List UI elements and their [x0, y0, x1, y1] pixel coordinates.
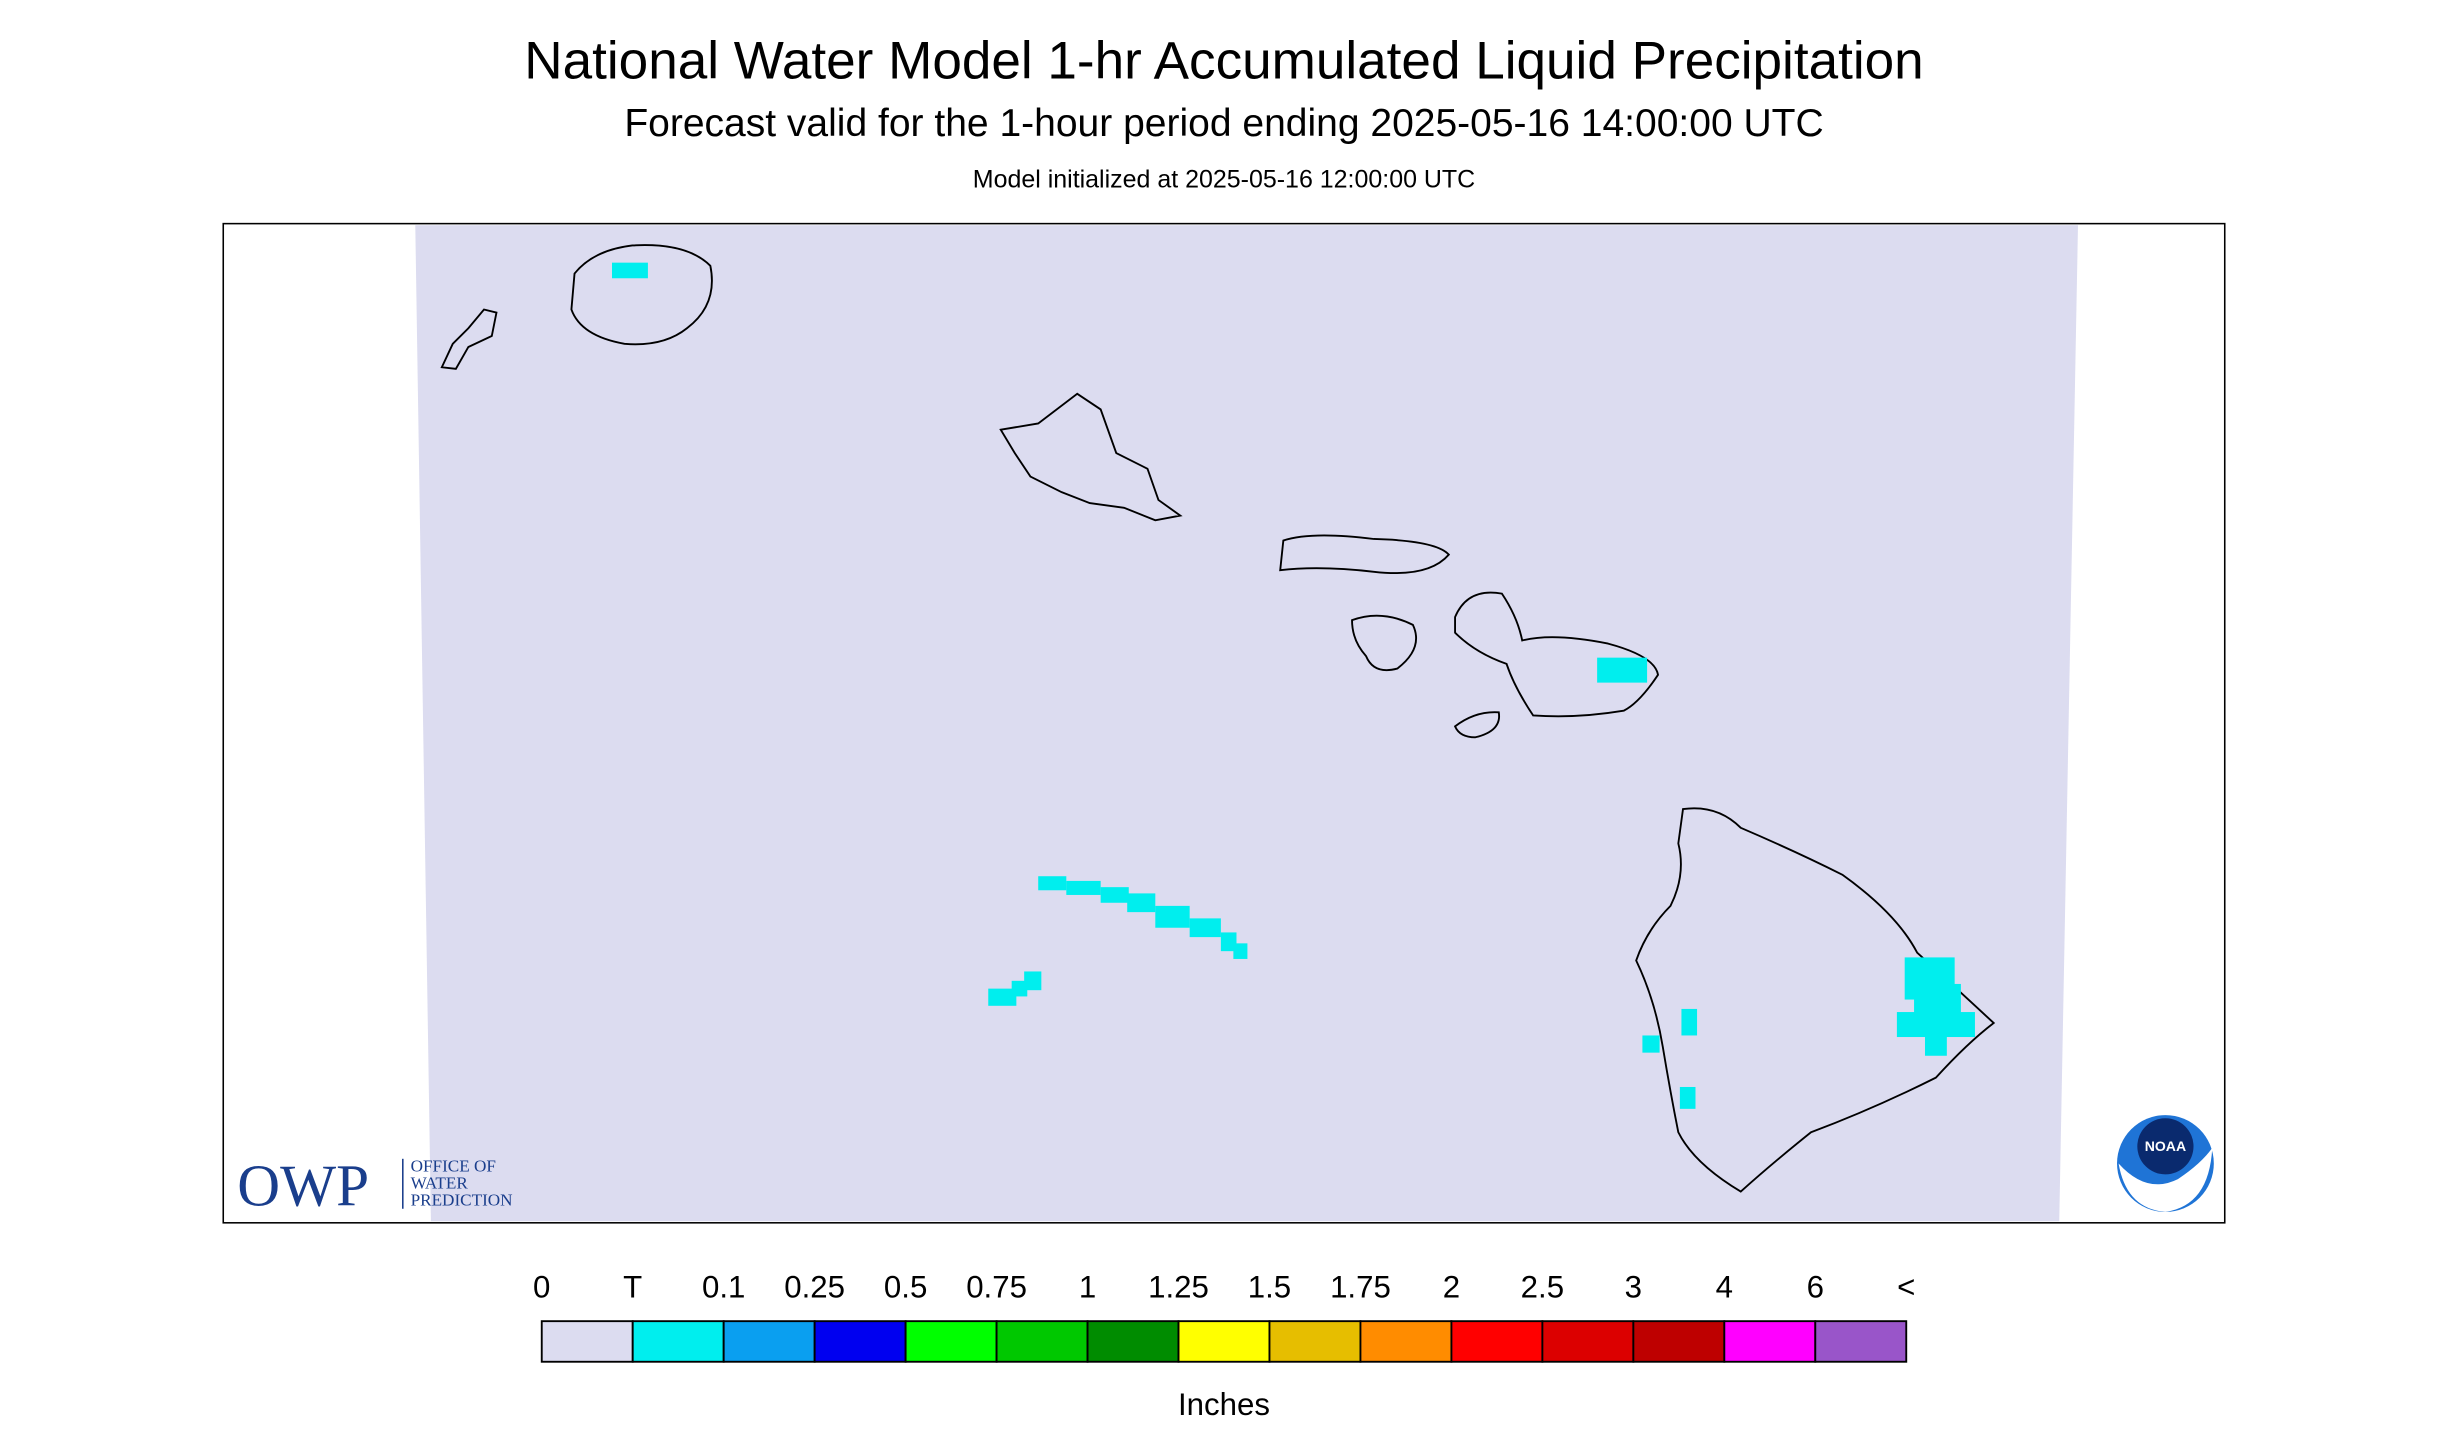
subtitle: Forecast valid for the 1-hour period end… [624, 102, 1823, 145]
legend-swatch [1268, 1320, 1362, 1363]
legend-swatch [1086, 1320, 1180, 1363]
legend-swatch [722, 1320, 816, 1363]
legend-label: 1.25 [1148, 1270, 1209, 1305]
legend-label: 1.5 [1248, 1270, 1291, 1305]
legend-label: 0 [533, 1270, 550, 1305]
precip-patches [612, 262, 1975, 1109]
legend-swatch [904, 1320, 998, 1363]
legend-label: 0.5 [884, 1270, 927, 1305]
owp-line: PREDICTION [411, 1191, 513, 1210]
owp-line: WATER [411, 1173, 469, 1192]
legend-swatch [1359, 1320, 1453, 1363]
legend-label: 2.5 [1521, 1270, 1564, 1305]
legend-label: 2 [1443, 1270, 1460, 1305]
legend-swatch [1177, 1320, 1271, 1363]
legend-swatch [1632, 1320, 1726, 1363]
legend-swatch [1450, 1320, 1544, 1363]
legend-label: < [1897, 1270, 1915, 1305]
legend-label: T [623, 1270, 642, 1305]
legend-swatch [995, 1320, 1089, 1363]
legend-unit: Inches [1178, 1387, 1270, 1422]
legend-swatch [540, 1320, 634, 1363]
legend-swatch [813, 1320, 907, 1363]
noaa-logo: NOAA [2117, 1115, 2214, 1212]
legend-label: 4 [1716, 1270, 1733, 1305]
legend: 0 T 0.1 0.25 0.5 0.75 1 1.25 1.5 1.75 2 2.5 3 4 6 < [533, 1270, 1915, 1363]
legend-swatch [631, 1320, 725, 1363]
legend-swatch [1541, 1320, 1635, 1363]
legend-label: 0.25 [784, 1270, 845, 1305]
legend-swatch [1723, 1320, 1817, 1363]
title: National Water Model 1-hr Accumulated Li… [524, 31, 1923, 90]
legend-label: 6 [1807, 1270, 1824, 1305]
init-time: Model initialized at 2025-05-16 12:00:00… [973, 166, 1475, 194]
legend-swatch [1814, 1320, 1908, 1363]
legend-label: 0.1 [702, 1270, 745, 1305]
owp-logo: OWP OFFICE OF WATER PREDICTION [237, 1153, 512, 1219]
legend-label: 1 [1079, 1270, 1096, 1305]
legend-label: 1.75 [1330, 1270, 1391, 1305]
legend-label: 3 [1625, 1270, 1642, 1305]
map [222, 222, 2226, 1224]
owp-line: OFFICE OF [411, 1156, 496, 1175]
noaa-text: NOAA [2145, 1138, 2186, 1154]
legend-label: 0.75 [966, 1270, 1027, 1305]
owp-text: OWP [237, 1153, 369, 1219]
